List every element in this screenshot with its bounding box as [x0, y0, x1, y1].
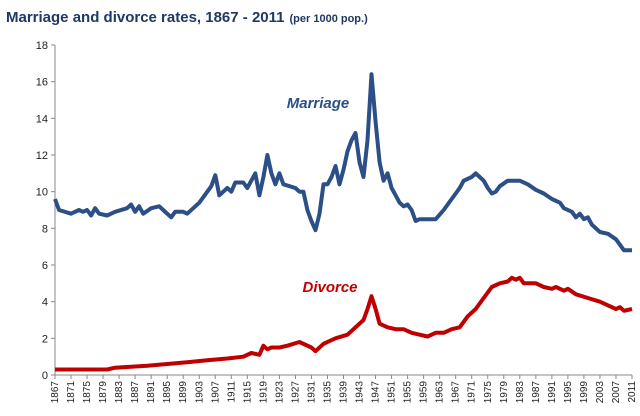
- x-tick-label: 1903: [194, 381, 205, 404]
- x-tick-label: 1923: [274, 381, 285, 404]
- series-label: Marriage: [287, 95, 350, 112]
- x-tick-label: 1947: [371, 381, 382, 404]
- x-tick-label: 1971: [467, 381, 478, 404]
- x-tick-label: 1907: [210, 381, 221, 404]
- title: Marriage and divorce rates, 1867 - 2011: [6, 9, 285, 26]
- x-tick-label: 1875: [82, 381, 93, 404]
- y-tick-label: 4: [42, 297, 48, 309]
- x-tick-label: 1931: [306, 381, 317, 404]
- x-tick-label: 1915: [242, 381, 253, 404]
- series-line: [55, 275, 633, 372]
- x-tick-label: 1951: [387, 381, 398, 404]
- y-tick-label: 12: [36, 150, 48, 162]
- x-tick-label: 2003: [595, 381, 606, 404]
- y-tick-label: 6: [42, 260, 48, 272]
- x-tick-label: 1967: [451, 381, 462, 404]
- y-tick-label: 0: [42, 370, 48, 382]
- y-tick-label: 16: [36, 77, 48, 89]
- x-tick-label: 1955: [403, 381, 414, 404]
- series-label: Divorce: [302, 279, 357, 296]
- y-tick-label: 2: [42, 333, 48, 345]
- x-tick-label: 2011: [627, 381, 638, 403]
- x-tick-label: 1935: [322, 381, 333, 404]
- x-tick-label: 1899: [178, 381, 189, 404]
- x-tick-label: 1983: [515, 381, 526, 404]
- y-tick-label: 18: [36, 40, 48, 52]
- x-tick-label: 1927: [290, 381, 301, 404]
- x-tick-label: 1959: [419, 381, 430, 404]
- x-tick-label: 1879: [98, 381, 109, 404]
- x-tick-label: 1963: [435, 381, 446, 404]
- x-tick-label: 1987: [531, 381, 542, 404]
- series-line: [53, 72, 632, 253]
- x-tick-label: 1991: [547, 381, 558, 404]
- x-tick-label: 1867: [50, 381, 61, 404]
- x-tick-label: 2007: [611, 381, 622, 404]
- y-tick-label: 10: [36, 187, 48, 199]
- x-tick-label: 1871: [66, 381, 77, 404]
- x-tick-label: 1999: [579, 381, 590, 404]
- x-tick-label: 1887: [130, 381, 141, 404]
- x-tick-label: 1891: [146, 381, 157, 404]
- x-tick-label: 1943: [355, 381, 366, 404]
- x-tick-label: 1895: [162, 381, 173, 404]
- subtitle: (per 1000 pop.): [290, 13, 369, 25]
- x-tick-label: 1979: [499, 381, 510, 404]
- x-tick-label: 1911: [226, 381, 237, 403]
- y-tick-label: 14: [36, 113, 48, 125]
- x-tick-label: 1919: [258, 381, 269, 404]
- chart-title: Marriage and divorce rates, 1867 - 2011 (…: [6, 9, 368, 26]
- x-tick-label: 1883: [114, 381, 125, 404]
- x-tick-label: 1939: [339, 381, 350, 404]
- x-tick-label: 1975: [483, 381, 494, 404]
- x-tick-label: 1995: [563, 381, 574, 404]
- y-tick-label: 8: [42, 223, 48, 235]
